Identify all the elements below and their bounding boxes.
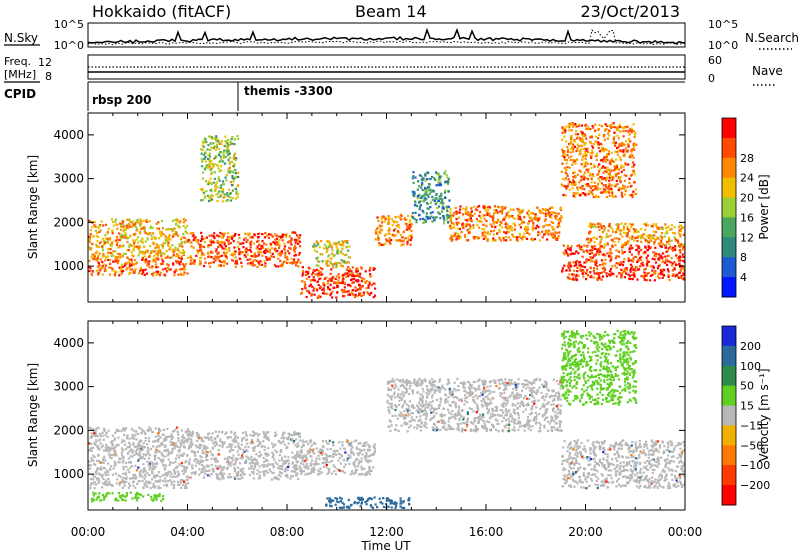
colorbar-segment [722,158,736,178]
velocity-ylabel: Slant Range [km] [26,363,40,467]
y-tick-label: 4000 [53,336,84,350]
colorbar-segment [722,178,736,198]
power-colorbar-label: Power [dB] [757,174,771,239]
colorbar-tick-label: 12 [740,231,754,244]
colorbar-segment [722,257,736,277]
colorbar-tick-label: 24 [740,172,754,185]
colorbar-segment [722,198,736,218]
x-tick-label: 04:00 [170,525,205,539]
time-axis-labels: 00:00 04:00 08:00 12:00 16:00 20:00 00:00 [71,525,703,539]
colorbar-segment [722,118,736,138]
colorbar-tick-label: 16 [740,211,754,224]
colorbar-segment [722,138,736,158]
colorbar-segment [722,485,736,505]
x-tick-label: 16:00 [469,525,504,539]
y-tick-label: 2000 [53,215,84,229]
colorbar-tick-label: 28 [740,152,754,165]
x-tick-label: 00:00 [71,525,106,539]
colorbar-segment [722,277,736,297]
x-tick-label: 12:00 [369,525,404,539]
cpid-entry-2: themis -3300 [244,84,333,98]
colorbar-segment [722,445,736,465]
velocity-colorbar-label: Velocity [m s⁻¹] [757,368,771,461]
beam-title: Beam 14 [355,2,427,21]
y-tick-label: 1000 [53,467,84,481]
freq-label: Freq. [4,55,31,68]
time-axis-title: Time UT [360,539,411,553]
nave-label: Nave [752,64,783,78]
date-title: 23/Oct/2013 [580,2,680,21]
colorbar-tick-label: 200 [740,340,761,353]
colorbar-segment [722,386,736,406]
colorbar-segment [722,465,736,485]
cpid-entry-1: rbsp 200 [92,93,151,107]
freq-tick-low: 8 [45,70,52,83]
nave-tick-low: 0 [708,72,715,85]
cpid-label: CPID [4,87,36,101]
colorbar-segment [722,217,736,237]
station-title: Hokkaido (fitACF) [92,2,231,21]
y-tick-label: 3000 [53,172,84,186]
colorbar-segment [722,346,736,366]
y-tick-label: 1000 [53,259,84,273]
power-ylabel: Slant Range [km] [26,155,40,259]
colorbar-tick-label: 15 [740,400,754,413]
colorbar-tick-label: 50 [740,380,754,393]
nsearch-tick-high: 10^5 [708,18,738,31]
freq-unit: [MHz] [4,68,36,81]
nsearch-tick-low: 10^0 [708,39,738,52]
colorbar-segment [722,366,736,386]
colorbar-tick-label: 4 [740,271,747,284]
x-tick-label: 20:00 [568,525,603,539]
colorbar-segment [722,406,736,426]
colorbar-segment [722,425,736,445]
colorbar-segment [722,326,736,346]
power-colorbar: 4 8 12 16 20 24 28 [722,118,754,298]
colorbar-tick-label: 8 [740,251,747,264]
nsearch-label: N.Search [745,31,799,45]
nsky-label: N.Sky [4,31,38,45]
x-tick-label: 00:00 [668,525,703,539]
colorbar-tick-label: 20 [740,192,754,205]
nsky-tick-high: 10^5 [54,18,84,31]
nave-tick-high: 60 [708,54,722,67]
y-tick-label: 4000 [53,128,84,142]
x-tick-label: 08:00 [270,525,305,539]
colorbar-tick-label: −200 [740,479,770,492]
y-tick-label: 3000 [53,380,84,394]
nsky-tick-low: 10^0 [54,39,84,52]
y-tick-label: 2000 [53,423,84,437]
freq-tick-high: 12 [38,56,52,69]
colorbar-segment [722,237,736,257]
